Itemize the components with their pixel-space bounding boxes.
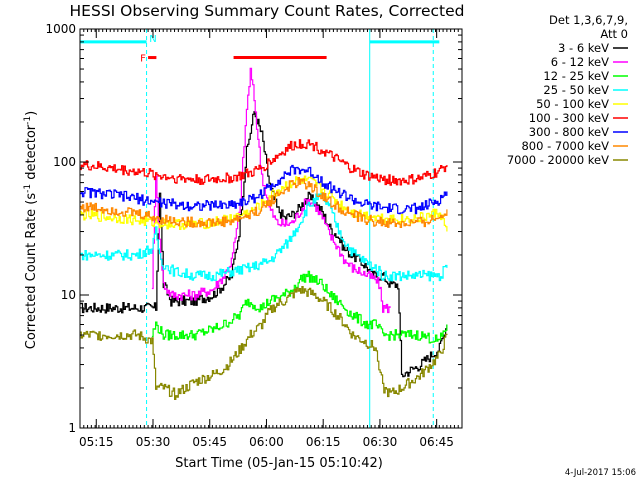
legend-label: 300 - 800 keV <box>529 125 609 139</box>
x-tick-label: 06:30 <box>363 435 398 449</box>
plot-frame <box>79 28 463 429</box>
legend-label: 25 - 50 keV <box>543 83 609 97</box>
flag-label-N: N <box>149 34 156 45</box>
legend-header-line-1: Det 1,3,6,7,9, <box>549 13 628 27</box>
legend-label: 12 - 25 keV <box>543 69 609 83</box>
series-7-line <box>80 164 448 215</box>
y-tick-label: 1 <box>68 421 76 435</box>
y-axis-label: Corrected Count Rate (s-1 detector-1) <box>23 111 39 349</box>
series-8-line <box>80 177 448 228</box>
x-tick-label: 06:15 <box>306 435 341 449</box>
legend-header-line-2: Att 0 <box>600 27 628 41</box>
svg-text:Corrected Count Rate (s-1 dete: Corrected Count Rate (s-1 detector-1) <box>23 111 39 349</box>
legend-label: 100 - 300 keV <box>529 111 609 125</box>
chart-title: HESSI Observing Summary Count Rates, Cor… <box>70 2 465 20</box>
footer-date: 4-Jul-2017 15:06 <box>565 468 636 478</box>
series-6-line <box>80 139 448 186</box>
x-tick-label: 06:45 <box>419 435 454 449</box>
series-4-line <box>80 193 448 282</box>
series-3-line <box>151 270 448 344</box>
y-tick-label: 1000 <box>45 22 76 36</box>
legend-label: 3 - 6 keV <box>558 41 609 55</box>
y-tick-label: 100 <box>53 155 76 169</box>
legend-label: 6 - 12 keV <box>551 55 609 69</box>
y-tick-label: 10 <box>61 288 76 302</box>
legend-label: 50 - 100 keV <box>536 97 609 111</box>
x-tick-label: 05:30 <box>136 435 171 449</box>
legend-label: 800 - 7000 keV <box>521 139 609 153</box>
legend-label: 7000 - 20000 keV <box>507 153 609 167</box>
series-1-line <box>80 111 448 378</box>
x-tick-label: 05:45 <box>192 435 227 449</box>
series-2-line <box>151 67 391 314</box>
x-tick-label: 06:00 <box>249 435 284 449</box>
series-9-line <box>80 286 448 400</box>
x-tick-label: 05:15 <box>79 435 114 449</box>
flag-label-F: F <box>140 54 146 65</box>
x-axis-label: Start Time (05-Jan-15 05:10:42) <box>175 456 383 471</box>
